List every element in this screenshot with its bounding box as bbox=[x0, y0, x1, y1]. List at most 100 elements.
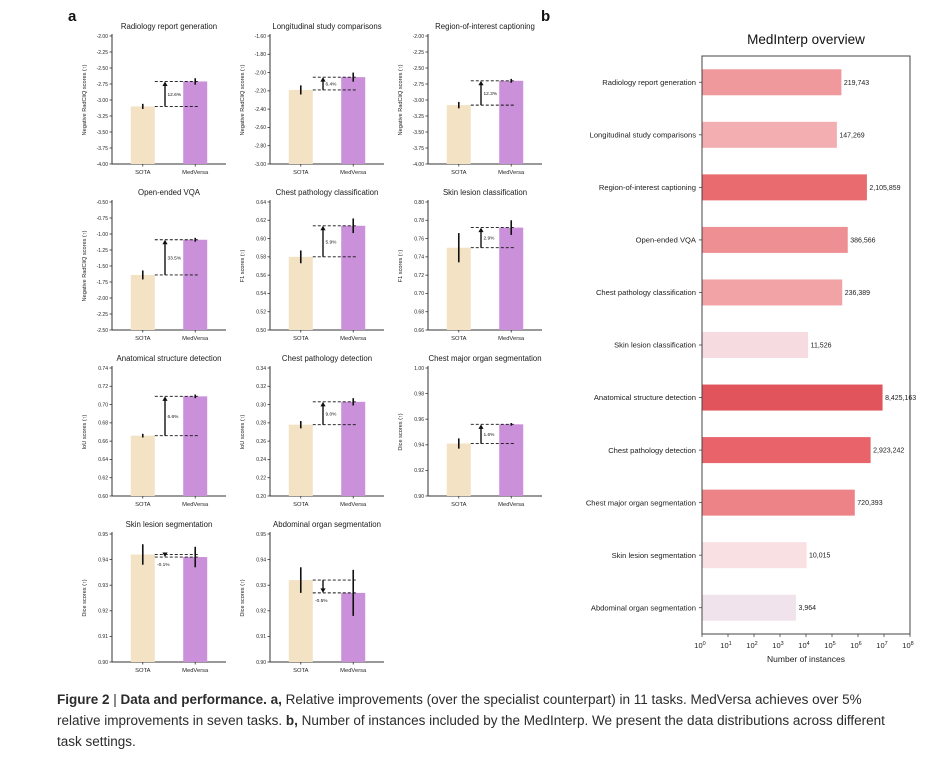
y-tick-label: -2.25 bbox=[97, 50, 109, 56]
y-tick-label: 0.74 bbox=[414, 255, 424, 261]
y-tick-label: 0.92 bbox=[98, 609, 108, 615]
y-tick-label: -2.00 bbox=[255, 70, 267, 76]
bar-sota bbox=[446, 105, 471, 164]
panel-a-label: a bbox=[68, 8, 77, 25]
mini-chart-title: Chest pathology classification bbox=[276, 188, 379, 197]
y-tick-label: 0.66 bbox=[414, 328, 424, 334]
mini-chart-svg: Open-ended VQA -2.50 -2.25 -2.00 -1.75 -1.50 -… bbox=[82, 188, 226, 342]
improvement-label: 9.0% bbox=[326, 411, 338, 417]
y-tick-label: -2.60 bbox=[255, 125, 267, 131]
y-tick-label: -3.00 bbox=[97, 98, 109, 104]
x-tick-label: SOTA bbox=[293, 336, 308, 342]
y-tick-label: -1.00 bbox=[97, 232, 109, 238]
mini-chart: Anatomical structure detection 0.60 0.62 0.… bbox=[80, 352, 230, 516]
overview-title: MedInterp overview bbox=[747, 32, 865, 47]
y-axis-label: Dice scores (↑) bbox=[240, 579, 246, 616]
x-tick-label: MedVersa bbox=[498, 170, 525, 176]
category-label: Skin lesion classification bbox=[614, 341, 696, 350]
x-tick-label: SOTA bbox=[135, 502, 150, 508]
mini-chart: Chest major organ segmentation 0.90 0.92 0.… bbox=[396, 352, 546, 516]
y-tick-label: 0.94 bbox=[98, 557, 108, 563]
y-tick-label: -4.00 bbox=[97, 162, 109, 168]
x-tick-label: MedVersa bbox=[340, 170, 367, 176]
bar-sota bbox=[130, 554, 155, 662]
y-tick-label: -1.50 bbox=[97, 264, 109, 270]
bar-sota bbox=[446, 443, 471, 496]
overview-chart-svg: MedInterp overview Radiology report gener… bbox=[586, 32, 916, 664]
bar-medversa bbox=[499, 424, 524, 496]
y-tick-label: 0.66 bbox=[98, 439, 108, 445]
instance-count-label: 2,923,242 bbox=[873, 448, 904, 455]
panel-b-overview-chart: MedInterp overview Radiology report gener… bbox=[545, 24, 945, 679]
bar-medversa bbox=[183, 239, 208, 330]
instance-count-label: 720,393 bbox=[857, 500, 882, 507]
mini-chart-title: Chest pathology detection bbox=[282, 354, 372, 363]
mini-chart: Chest pathology detection 0.20 0.22 0.24 0.2… bbox=[238, 352, 388, 516]
mini-chart-svg: Skin lesion classification 0.66 0.68 0.70 0.… bbox=[398, 188, 542, 342]
mini-chart-title: Anatomical structure detection bbox=[117, 354, 222, 363]
caption-segment: b, bbox=[285, 712, 302, 728]
y-tick-label: 0.60 bbox=[256, 236, 266, 242]
improvement-arrow-head bbox=[478, 227, 484, 233]
y-tick-label: 0.34 bbox=[256, 366, 266, 372]
mini-chart-svg: Region-of-interest captioning -4.00 -3.75 -… bbox=[398, 22, 542, 176]
y-tick-label: 0.92 bbox=[414, 468, 424, 474]
y-tick-label: 0.60 bbox=[98, 494, 108, 500]
y-tick-label: 0.95 bbox=[98, 532, 108, 538]
y-tick-label: -2.80 bbox=[255, 144, 267, 150]
category-label: Abdominal organ segmentation bbox=[591, 603, 696, 612]
y-tick-label: 0.93 bbox=[256, 583, 266, 589]
x-tick-label: MedVersa bbox=[340, 668, 367, 674]
y-tick-label: -2.50 bbox=[97, 66, 109, 72]
y-tick-label: -3.75 bbox=[97, 146, 109, 152]
bar-medversa bbox=[341, 225, 366, 330]
improvement-arrow-head bbox=[162, 81, 168, 86]
y-tick-label: -2.50 bbox=[413, 66, 425, 72]
x-tick-label: MedVersa bbox=[340, 336, 367, 342]
y-tick-label: -3.00 bbox=[413, 98, 425, 104]
improvement-label: 33.5% bbox=[168, 255, 182, 261]
y-tick-label: 0.72 bbox=[414, 273, 424, 279]
bar-sota bbox=[288, 89, 313, 164]
x-tick-label: SOTA bbox=[135, 668, 150, 674]
y-tick-label: 0.52 bbox=[256, 310, 266, 316]
improvement-arrow-head bbox=[478, 80, 484, 86]
instance-bar bbox=[702, 279, 843, 306]
y-tick-label: 0.62 bbox=[256, 218, 266, 224]
x-tick-label: MedVersa bbox=[182, 170, 209, 176]
x-tick-label: 100 bbox=[694, 641, 705, 650]
instance-bar bbox=[702, 332, 809, 358]
instance-bar bbox=[702, 174, 867, 201]
y-tick-label: 0.20 bbox=[256, 494, 266, 500]
mini-chart-svg: Abdominal organ segmentation 0.90 0.91 0.92… bbox=[240, 520, 384, 674]
category-label: Chest major organ segmentation bbox=[586, 498, 696, 507]
bar-sota bbox=[130, 274, 155, 330]
instance-count-label: 8,425,163 bbox=[885, 395, 916, 402]
x-tick-label: SOTA bbox=[451, 170, 466, 176]
y-tick-label: -2.75 bbox=[413, 82, 425, 88]
y-tick-label: 1.00 bbox=[414, 366, 424, 372]
y-tick-label: -2.00 bbox=[97, 296, 109, 302]
y-tick-label: 0.90 bbox=[414, 494, 424, 500]
bar-medversa bbox=[183, 557, 208, 662]
bar-medversa bbox=[499, 227, 524, 330]
mini-chart-title: Abdominal organ segmentation bbox=[273, 520, 381, 529]
x-tick-label: MedVersa bbox=[498, 336, 525, 342]
y-tick-label: -4.00 bbox=[413, 162, 425, 168]
x-tick-label: SOTA bbox=[135, 336, 150, 342]
instance-count-label: 219,743 bbox=[844, 80, 869, 87]
mini-chart: Region-of-interest captioning -4.00 -3.75 -… bbox=[396, 20, 546, 184]
mini-chart-svg: Radiology report generation -4.00 -3.75 -3.… bbox=[82, 22, 226, 176]
mini-chart-svg: Chest pathology classification 0.50 0.52 0.… bbox=[240, 188, 384, 342]
y-tick-label: 0.76 bbox=[414, 236, 424, 242]
y-tick-label: 0.96 bbox=[414, 417, 424, 423]
x-tick-label: SOTA bbox=[293, 668, 308, 674]
mini-chart-title: Open-ended VQA bbox=[138, 188, 201, 197]
y-tick-label: 0.24 bbox=[256, 457, 266, 463]
x-tick-label: MedVersa bbox=[182, 336, 209, 342]
y-tick-label: 0.98 bbox=[414, 391, 424, 397]
y-tick-label: -2.50 bbox=[97, 328, 109, 334]
mini-chart-title: Region-of-interest captioning bbox=[435, 22, 535, 31]
x-tick-label: 107 bbox=[876, 641, 887, 650]
